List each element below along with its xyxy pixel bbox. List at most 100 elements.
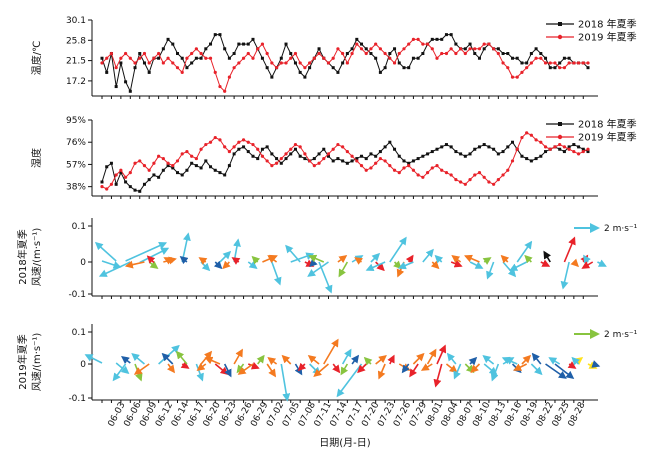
data-point [185,168,189,172]
data-point [157,51,161,56]
data-point [496,178,500,182]
data-point [251,142,255,147]
data-point [341,51,345,56]
wind-vector [389,236,407,263]
data-point [544,150,548,154]
wind-vector [483,363,498,376]
wind-vector [309,258,318,268]
data-point [350,159,354,163]
wind-vector [266,363,277,378]
data-point [312,56,316,60]
data-point [430,37,434,41]
data-point [308,61,312,65]
data-point [567,56,571,60]
data-point [275,157,279,161]
data-point [180,56,184,60]
data-point [336,142,340,147]
data-point [558,142,562,147]
data-point [501,61,505,65]
data-point [444,171,449,175]
data-point [114,85,118,89]
wind-vector [436,344,447,365]
data-point [260,56,264,60]
data-point [407,164,411,168]
data-point [548,61,552,65]
data-point [539,56,543,60]
data-point [289,52,293,56]
data-point [289,147,293,151]
data-point [534,138,538,142]
data-point [355,159,359,163]
data-point [251,154,255,158]
wind-vector [501,356,518,365]
wind-vector [434,254,444,264]
legend-label: 2 m·s⁻¹ [604,330,638,340]
data-point [124,80,128,84]
data-point [397,154,401,158]
wind-vector [223,363,232,378]
data-point [355,42,359,46]
legend-marker [557,34,563,40]
data-point [317,161,321,165]
data-point [586,150,590,154]
data-point [402,66,406,70]
legend-marker [558,122,562,126]
y-tick-label: 0.1 [72,328,86,338]
data-point [312,164,316,168]
data-point [539,140,543,144]
data-point [534,47,538,51]
data-point [293,51,298,56]
data-point [152,161,156,165]
data-point [383,145,387,149]
data-point [553,61,557,65]
data-point [308,66,312,70]
data-point [388,164,392,168]
data-point [345,61,349,65]
data-point [119,61,123,65]
data-point [326,61,331,65]
data-point [171,61,175,65]
data-point [241,138,246,142]
wind-vector [377,363,386,380]
data-point [303,152,307,156]
data-point [468,47,472,51]
data-point [463,154,467,158]
y-tick-label: 0.1 [72,222,86,232]
data-point [166,161,170,165]
wind-vector [98,261,131,277]
wind-vector [513,363,528,371]
data-point [223,89,227,93]
wind-vector [468,356,478,366]
data-point [194,47,198,51]
data-point [190,154,194,158]
y-axis-label: 2018年夏季 [16,229,29,284]
data-point [284,42,288,46]
data-point [378,150,382,154]
data-point [449,145,453,149]
wind-vector [200,261,211,272]
data-point [510,75,515,79]
data-point [581,61,585,65]
data-point [440,37,444,41]
data-point [374,154,378,158]
data-point [444,143,448,147]
y-tick-label: 95% [66,116,86,126]
legend-marker [557,134,563,140]
data-point [279,156,283,161]
data-point [350,154,354,158]
data-point [208,140,213,144]
data-point [270,75,274,79]
data-point [279,56,283,60]
data-point [199,166,203,170]
data-point [175,66,180,70]
data-point [166,37,170,41]
wind-vector [297,362,307,372]
data-point [449,173,453,177]
data-point [482,47,486,51]
data-point [477,171,482,175]
data-point [270,152,274,156]
data-point [506,52,510,56]
data-point [237,61,241,65]
legend-label: 2018 年夏季 [578,118,637,131]
data-point [199,147,203,151]
